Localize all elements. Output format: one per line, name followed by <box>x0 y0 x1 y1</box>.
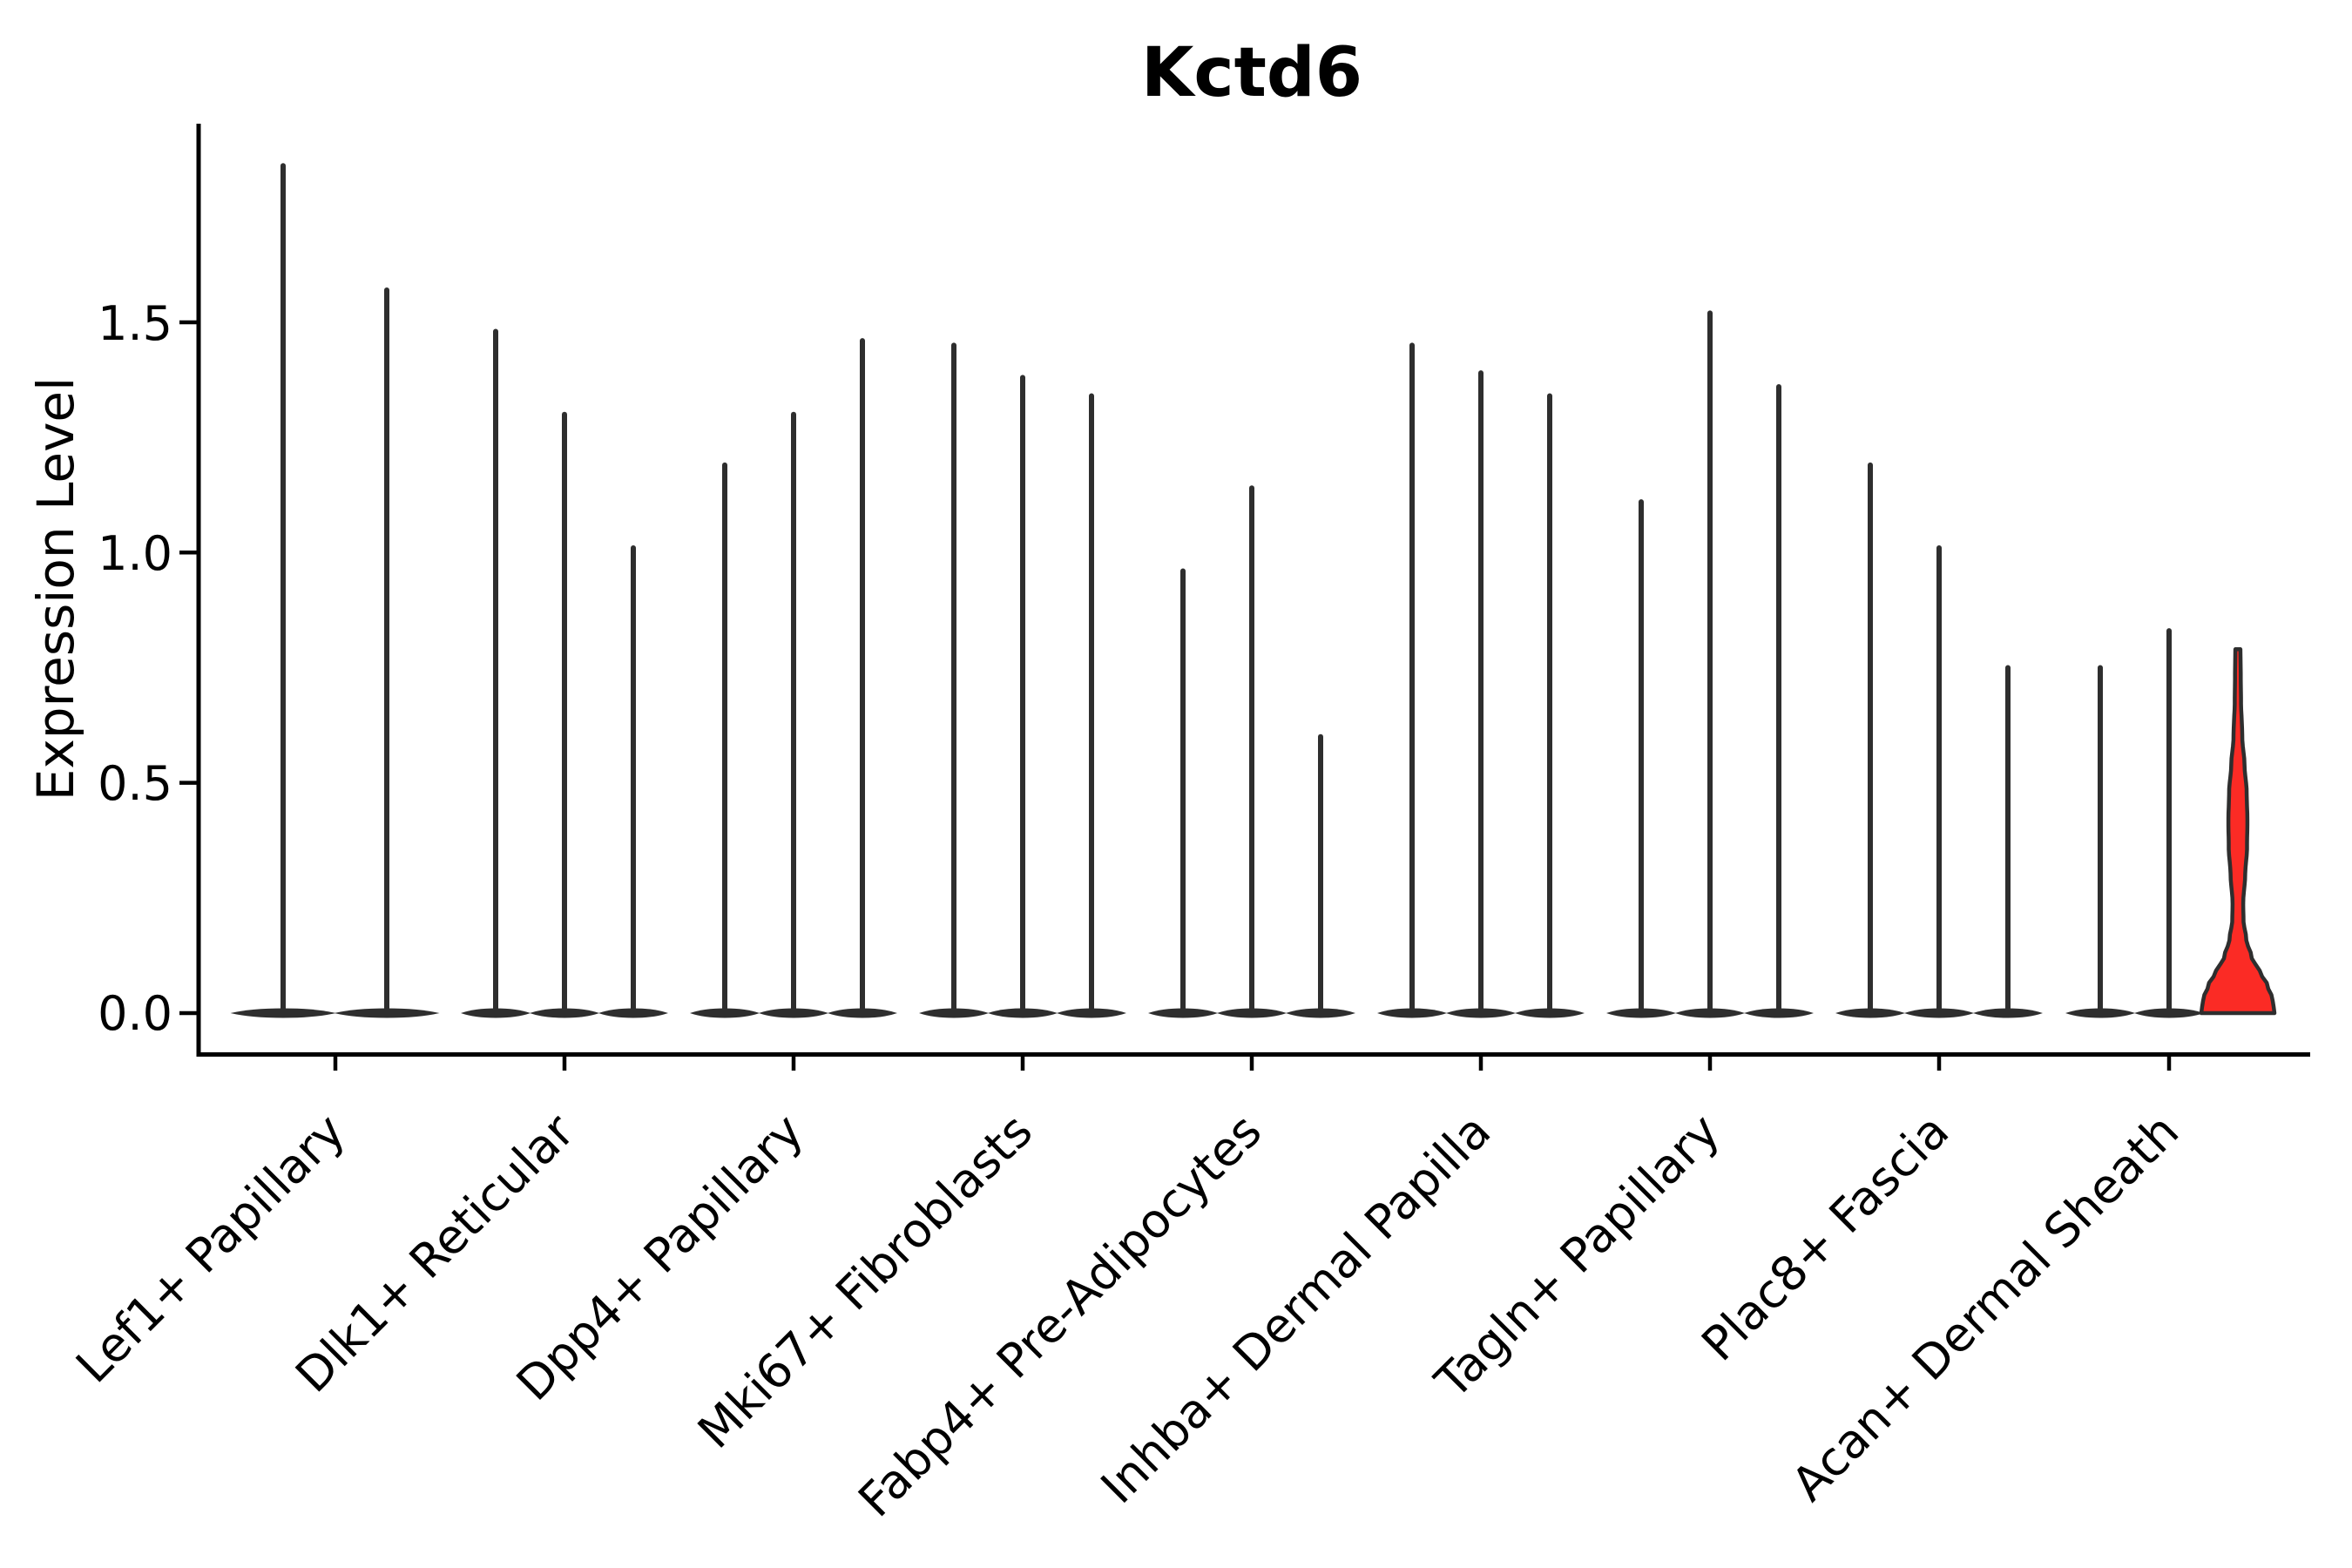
plot-title: Kctd6 <box>1141 34 1362 112</box>
x-tick-label-inhba-dermal-papilla: Inhba+ Dermal Papilla <box>1091 1104 1501 1514</box>
x-tick-label-acan-dermal-sheath: Acan+ Dermal Sheath <box>1781 1104 2189 1511</box>
y-tick-label-0.5: 0.5 <box>98 756 172 811</box>
x-tick-label-plac8-fascia: Plac8+ Fascia <box>1691 1104 1959 1372</box>
y-tick-label-1.5: 1.5 <box>98 296 172 351</box>
x-tick-label-fabp4-pre-adipocytes: Fabp4+ Pre-Adipocytes <box>848 1104 1272 1528</box>
violin-marks <box>179 124 2310 1071</box>
y-axis-label: Expression Level <box>26 377 85 801</box>
y-tick-label-0: 0.0 <box>98 986 172 1041</box>
y-tick-label-1.0: 1.0 <box>98 526 172 581</box>
highlighted-violin <box>2199 647 2277 1016</box>
